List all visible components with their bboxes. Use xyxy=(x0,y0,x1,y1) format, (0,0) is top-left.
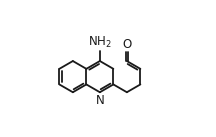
Text: O: O xyxy=(122,38,132,51)
Text: N: N xyxy=(95,94,104,107)
Text: NH$_2$: NH$_2$ xyxy=(88,35,112,50)
